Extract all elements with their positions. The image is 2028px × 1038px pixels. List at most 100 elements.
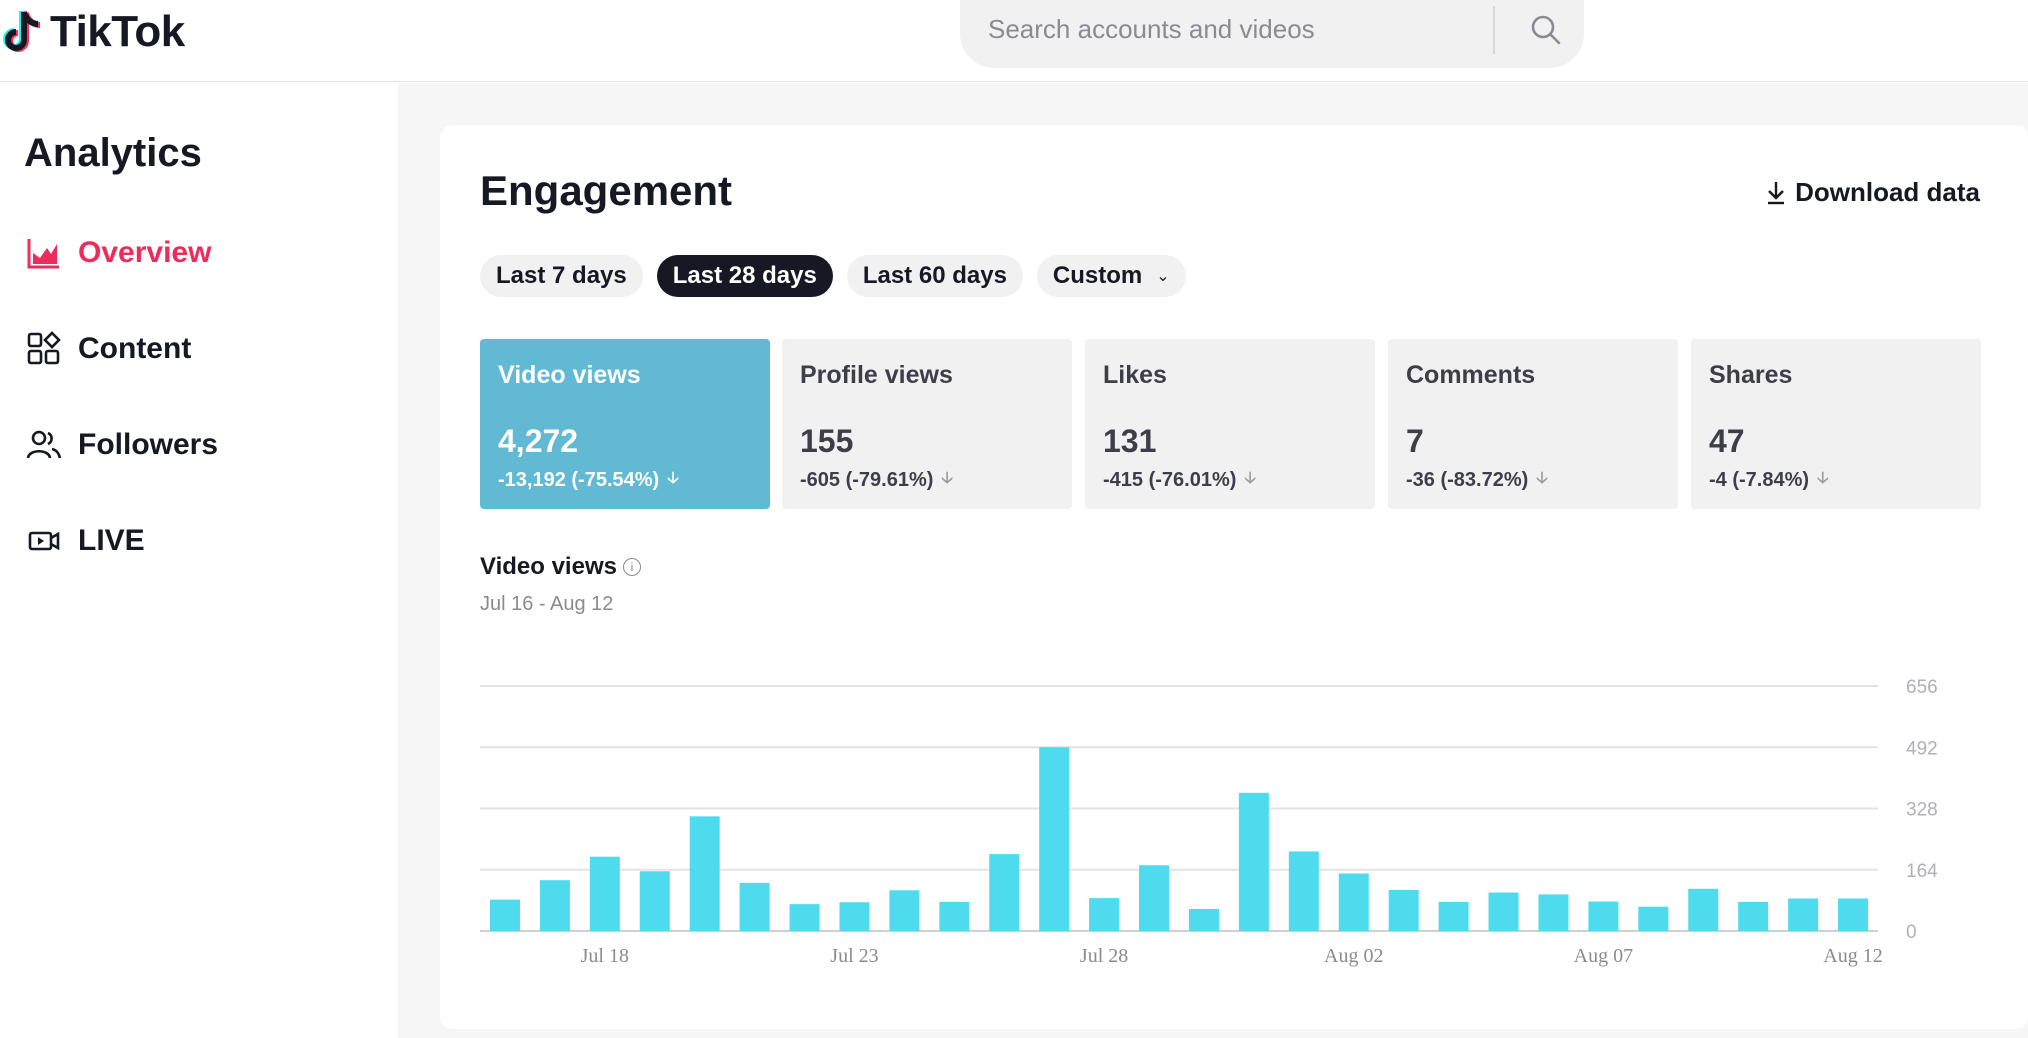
chart-bar[interactable] (1788, 898, 1819, 931)
chart-bar[interactable] (739, 882, 770, 931)
chart-bar[interactable] (1488, 892, 1519, 931)
arrow-down-icon: 🡣 (1536, 470, 1548, 487)
metric-card-profile-views[interactable]: Profile views 155 -605 (-79.61%) 🡣 (782, 339, 1072, 509)
download-data-button[interactable]: Download data (1765, 177, 1980, 208)
range-last-7-days[interactable]: Last 7 days (480, 255, 643, 297)
chevron-down-icon: ⌄ (1156, 268, 1170, 285)
info-icon[interactable]: i (622, 558, 641, 576)
range-last-60-days[interactable]: Last 60 days (846, 255, 1023, 297)
chart-bar[interactable] (1188, 908, 1219, 931)
metric-change: -605 (-79.61%) 🡣 (800, 467, 953, 494)
chart-title-text: Video views (480, 553, 617, 580)
range-last-28-days[interactable]: Last 28 days (656, 255, 833, 297)
y-tick-label: 164 (1906, 861, 1938, 882)
range-custom-dropdown[interactable]: Custom ⌄ (1036, 255, 1186, 297)
metric-change-text: -415 (-76.01%) (1103, 469, 1237, 491)
chart-bar[interactable] (1688, 888, 1719, 931)
range-label: Last 28 days (672, 262, 817, 289)
sidebar-item-label: LIVE (78, 524, 145, 557)
x-tick-label: Jul 18 (581, 945, 629, 967)
chart-bar[interactable] (1638, 906, 1669, 931)
sidebar-item-overview[interactable]: Overview (24, 229, 211, 277)
sidebar-item-live[interactable]: LIVE (24, 517, 145, 565)
chart-bar[interactable] (1039, 747, 1070, 931)
sidebar: Analytics Overview Content (0, 83, 398, 1038)
search-divider (1493, 6, 1495, 54)
chart-bar[interactable] (1838, 898, 1869, 931)
tiktok-note-icon (3, 10, 41, 52)
chart-bar[interactable] (639, 871, 670, 931)
chart-bar[interactable] (939, 901, 970, 931)
sidebar-title: Analytics (24, 131, 202, 175)
chart-title: Video views i (480, 553, 641, 581)
chart-date-range: Jul 16 - Aug 12 (480, 593, 614, 615)
chart-bar[interactable] (1538, 894, 1569, 931)
x-tick-label: Jul 23 (830, 945, 878, 967)
y-tick-label: 492 (1906, 738, 1938, 759)
metric-change-text: -605 (-79.61%) (800, 469, 934, 491)
chart-bar[interactable] (839, 902, 870, 931)
chart-bar[interactable] (789, 904, 820, 931)
download-label: Download data (1795, 177, 1980, 207)
metric-value: 47 (1709, 423, 1745, 459)
x-tick-label: Aug 07 (1574, 945, 1633, 967)
chart-bar[interactable] (1388, 889, 1419, 931)
chart-bar[interactable] (1338, 873, 1369, 931)
chart-bar[interactable] (1139, 865, 1170, 931)
grid-shapes-icon (24, 329, 64, 369)
chart-bar[interactable] (1238, 792, 1269, 931)
brand-name: TikTok (50, 7, 185, 56)
chart-bar[interactable] (1089, 898, 1120, 931)
metric-change-text: -36 (-83.72%) (1406, 469, 1529, 491)
range-label: Custom (1052, 262, 1143, 289)
search-button[interactable] (1508, 0, 1584, 60)
y-tick-label: 328 (1906, 800, 1938, 821)
metric-change: -4 (-7.84%) 🡣 (1709, 467, 1829, 494)
chart-bar[interactable] (1588, 901, 1619, 931)
arrow-down-icon: 🡣 (941, 470, 953, 487)
chart-bar[interactable] (689, 816, 720, 931)
y-tick-label: 0 (1906, 922, 1917, 943)
search-bar (960, 0, 1584, 68)
metric-change-text: -4 (-7.84%) (1709, 469, 1810, 491)
metric-card-comments[interactable]: Comments 7 -36 (-83.72%) 🡣 (1388, 339, 1678, 509)
x-tick-label: Aug 12 (1823, 945, 1882, 967)
date-range-selector: Last 7 days Last 28 days Last 60 days Cu… (480, 255, 1186, 297)
sidebar-item-followers[interactable]: Followers (24, 421, 218, 469)
metric-change-text: -13,192 (-75.54%) (498, 469, 660, 491)
chart-bar[interactable] (589, 856, 620, 931)
arrow-down-icon: 🡣 (1817, 470, 1829, 487)
sidebar-item-label: Followers (78, 428, 219, 461)
top-header: TikTok (0, 0, 2028, 82)
metric-card-likes[interactable]: Likes 131 -415 (-76.01%) 🡣 (1085, 339, 1375, 509)
download-icon (1768, 181, 1785, 204)
engagement-card: Engagement Download data Last 7 days Las… (440, 125, 2028, 1029)
video-camera-icon (24, 521, 64, 561)
metric-card-video-views[interactable]: Video views 4,272 -13,192 (-75.54%) 🡣 (480, 339, 770, 509)
metric-card-shares[interactable]: Shares 47 -4 (-7.84%) 🡣 (1691, 339, 1981, 509)
chart-bar[interactable] (1438, 901, 1469, 931)
chart-bar[interactable] (889, 890, 920, 931)
metric-label: Profile views (800, 361, 953, 389)
chart-bar[interactable] (1738, 901, 1769, 931)
range-label: Last 60 days (862, 262, 1007, 289)
x-tick-label: Aug 02 (1324, 945, 1383, 967)
chart-bar[interactable] (1288, 851, 1319, 931)
chart-bar[interactable] (989, 854, 1020, 931)
metric-label: Comments (1406, 361, 1536, 389)
tiktok-logo[interactable]: TikTok (0, 2, 185, 62)
metric-value: 155 (800, 423, 854, 459)
y-tick-label: 656 (1906, 677, 1938, 698)
search-icon (1531, 15, 1561, 45)
arrow-down-icon: 🡣 (1244, 470, 1256, 487)
range-label: Last 7 days (496, 262, 627, 289)
metric-label: Video views (498, 361, 641, 389)
chart-bar[interactable] (539, 880, 570, 931)
x-tick-label: Jul 28 (1080, 945, 1128, 967)
sidebar-item-content[interactable]: Content (24, 325, 191, 373)
metric-change: -13,192 (-75.54%) 🡣 (498, 467, 679, 494)
metric-value: 131 (1103, 423, 1157, 459)
chart-bar[interactable] (489, 899, 520, 931)
chart-area-icon (24, 233, 64, 273)
search-input[interactable] (988, 12, 1488, 46)
